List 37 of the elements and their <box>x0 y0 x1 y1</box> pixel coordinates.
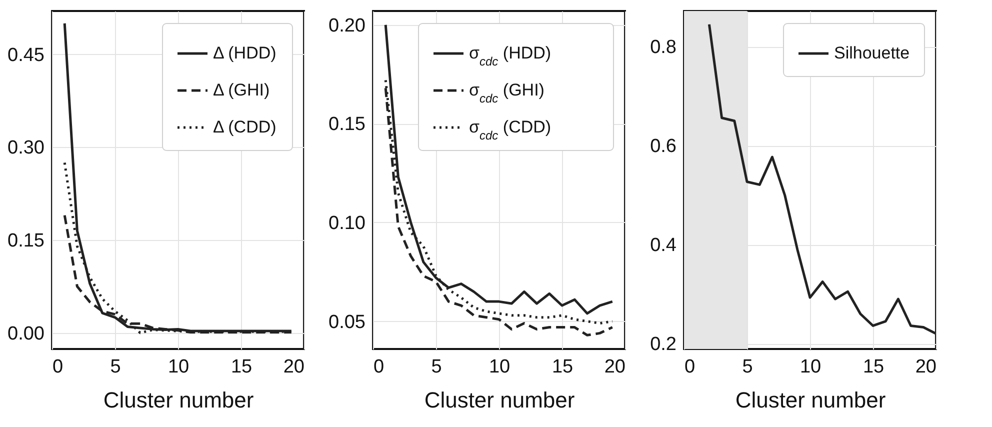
legend-label: Δ (HDD) <box>213 44 276 62</box>
x-tick-label: 20 <box>604 356 626 378</box>
x-tick-label: 5 <box>742 356 753 378</box>
legend-label: Silhouette <box>834 44 910 62</box>
x-axis-title: Cluster number <box>103 388 254 412</box>
x-tick-label: 0 <box>52 356 64 378</box>
y-tick-label: 0.4 <box>650 235 677 256</box>
legend-label: Δ (GHI) <box>213 80 270 100</box>
y-tick-label: 0.05 <box>328 312 366 333</box>
y-tick-label: 0.15 <box>328 114 366 136</box>
x-tick-label: 5 <box>110 356 121 378</box>
x-axis-title: Cluster number <box>424 388 575 412</box>
x-tick-label: 20 <box>283 356 304 378</box>
x-tick-label: 0 <box>684 356 696 378</box>
y-tick-label: 0.15 <box>8 230 44 252</box>
x-tick-label: 5 <box>431 356 442 378</box>
legend-label: σ$_{cdc}$ (CDD) <box>469 118 552 142</box>
y-tick-label: 0.8 <box>650 37 676 58</box>
y-tick-label: 0.30 <box>8 138 44 159</box>
y-tick-label: 0.6 <box>650 136 676 158</box>
x-tick-label: 10 <box>168 356 190 378</box>
y-tick-label: 0.10 <box>328 212 366 234</box>
x-tick-label: 0 <box>374 356 384 378</box>
x-tick-label: 10 <box>800 356 822 378</box>
x-tick-label: 15 <box>862 356 884 378</box>
y-tick-label: 0.00 <box>8 323 44 344</box>
x-axis-title: Cluster number <box>735 388 886 412</box>
x-tick-label: 15 <box>230 356 252 378</box>
legend-label: σ$_{cdc}$ (GHI) <box>469 80 544 106</box>
legend-label: σ$_{cdc}$ (HDD) <box>469 44 552 68</box>
legend-label: Δ (CDD) <box>213 118 276 136</box>
x-tick-label: 15 <box>552 356 574 378</box>
y-tick-label: 0.2 <box>650 334 676 356</box>
y-tick-label: 0.45 <box>8 44 44 66</box>
y-tick-label: 0.20 <box>328 15 366 36</box>
x-tick-label: 10 <box>488 356 510 378</box>
x-tick-label: 20 <box>915 356 936 378</box>
